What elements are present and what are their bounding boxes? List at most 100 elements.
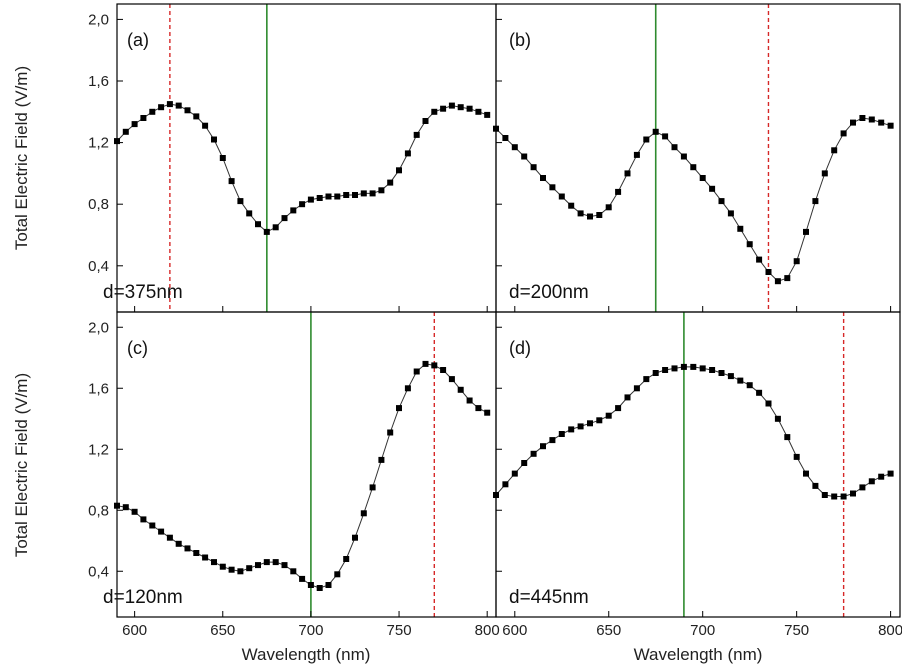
panel-label: (a) xyxy=(127,30,149,50)
data-point xyxy=(184,107,191,114)
data-point xyxy=(511,144,518,151)
data-point xyxy=(290,568,297,575)
x-tick-label: 800 xyxy=(878,622,902,639)
series-line xyxy=(495,117,891,282)
data-point xyxy=(457,386,464,393)
y-tick-label: 0,8 xyxy=(88,502,109,519)
data-point xyxy=(246,210,253,217)
data-point xyxy=(466,397,473,404)
data-point xyxy=(746,241,753,248)
data-point xyxy=(540,443,546,450)
data-point xyxy=(540,175,546,181)
data-point xyxy=(615,405,622,412)
data-point xyxy=(413,368,420,375)
data-point xyxy=(290,207,297,214)
data-point xyxy=(803,228,809,235)
data-point xyxy=(175,102,182,109)
data-point xyxy=(202,554,209,561)
data-point xyxy=(568,426,575,433)
data-point xyxy=(166,101,173,108)
y-tick-label: 0,4 xyxy=(88,258,109,275)
data-point xyxy=(140,516,147,523)
data-point xyxy=(793,258,800,265)
data-point xyxy=(596,212,603,218)
data-point xyxy=(184,545,191,552)
data-point xyxy=(633,151,640,158)
data-point xyxy=(378,456,385,463)
data-point xyxy=(237,198,244,205)
data-point xyxy=(643,136,650,143)
data-point xyxy=(615,188,622,195)
panel-2: (b) d=200nm xyxy=(493,3,901,313)
data-point xyxy=(175,540,182,547)
y-axis-title-bottom: Total Electric Field (V/m) xyxy=(12,373,31,557)
data-point xyxy=(671,365,678,372)
data-point xyxy=(756,256,763,263)
data-point xyxy=(680,363,687,370)
data-point xyxy=(202,122,209,129)
data-point xyxy=(211,136,217,143)
data-point xyxy=(369,190,376,197)
data-point xyxy=(378,187,385,194)
data-point xyxy=(475,108,482,115)
series-line xyxy=(116,363,488,589)
data-point xyxy=(263,228,270,235)
y-tick-label: 0,4 xyxy=(88,563,109,580)
thickness-annotation: d=375nm xyxy=(103,282,183,303)
data-point xyxy=(299,575,306,582)
data-point xyxy=(219,155,226,161)
data-point xyxy=(272,224,279,231)
data-point xyxy=(228,566,235,573)
panel-3: 0,4 0,8 1,2 1,6 2,0 600 650 700 750 800 (c) d=120nm xyxy=(88,311,500,639)
data-point xyxy=(502,135,509,141)
data-point xyxy=(360,510,367,517)
data-point xyxy=(404,150,411,157)
data-point xyxy=(784,434,791,441)
data-point xyxy=(652,370,659,376)
thickness-annotation: d=120nm xyxy=(103,587,183,608)
y-tick-label: 1,6 xyxy=(88,73,109,90)
data-point xyxy=(316,195,323,201)
data-point xyxy=(840,130,847,137)
data-point xyxy=(440,105,447,112)
data-point xyxy=(502,481,509,488)
data-point xyxy=(521,153,528,160)
data-point xyxy=(511,470,518,477)
data-point xyxy=(850,490,856,497)
y-axis-title-top: Total Electric Field (V/m) xyxy=(12,66,31,250)
data-point xyxy=(549,184,556,191)
data-point xyxy=(568,202,575,209)
data-point xyxy=(228,178,235,185)
data-point xyxy=(859,484,866,491)
y-tick-label: 0,8 xyxy=(88,196,109,213)
x-axis-title-right: Wavelength (nm) xyxy=(634,645,763,664)
data-point xyxy=(246,565,253,572)
plot-frame xyxy=(116,3,497,313)
data-point xyxy=(140,115,147,121)
data-point xyxy=(605,204,612,211)
data-point xyxy=(131,121,138,128)
y-tick-label: 1,6 xyxy=(88,380,109,397)
data-point xyxy=(765,400,772,407)
data-point xyxy=(521,460,528,466)
data-point xyxy=(475,405,482,412)
data-point xyxy=(448,376,455,383)
data-point xyxy=(334,193,341,200)
data-point xyxy=(431,108,438,115)
data-point xyxy=(793,453,800,460)
data-point xyxy=(859,115,866,121)
data-point xyxy=(718,370,725,376)
x-tick-label: 700 xyxy=(690,622,715,639)
data-point xyxy=(878,473,885,480)
data-point xyxy=(149,522,156,529)
x-tick-label: 600 xyxy=(122,622,147,639)
y-tick-label: 2,0 xyxy=(88,319,109,336)
data-point xyxy=(812,482,819,489)
data-point xyxy=(746,382,753,389)
series-line xyxy=(116,103,488,233)
data-point xyxy=(413,131,420,138)
data-point xyxy=(709,367,716,373)
data-point xyxy=(448,102,455,109)
data-point xyxy=(587,213,593,220)
data-point xyxy=(369,484,376,491)
